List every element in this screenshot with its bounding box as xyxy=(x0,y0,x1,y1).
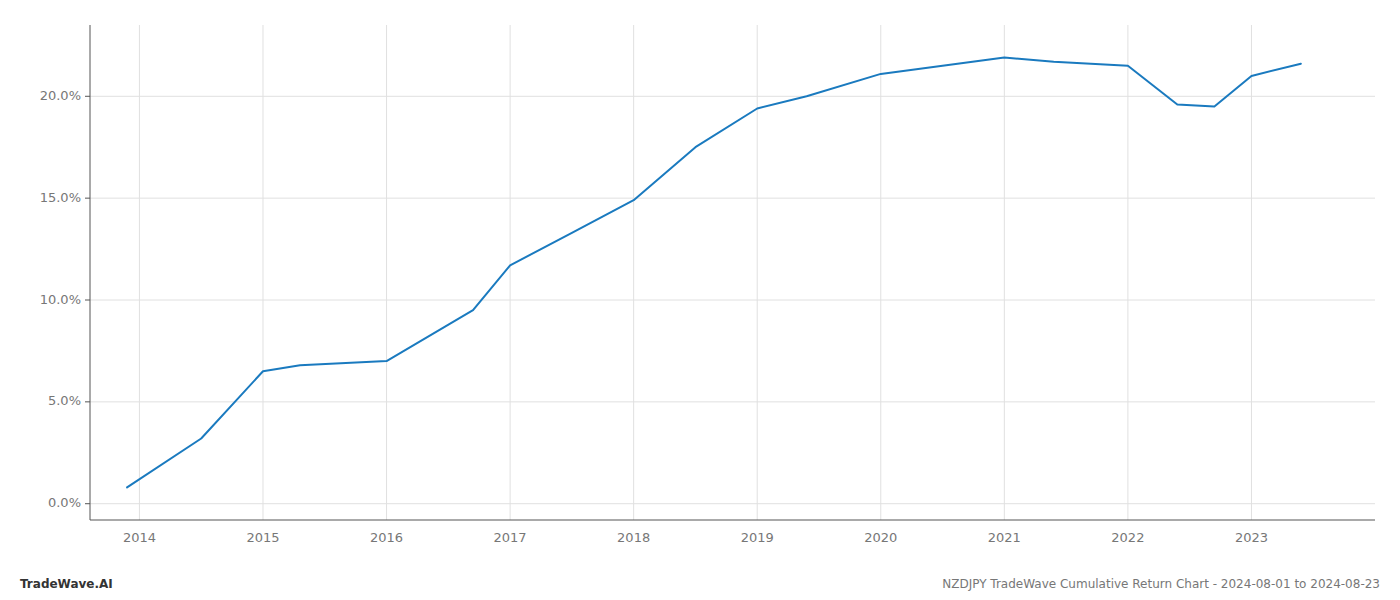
axes: 0.0% 5.0% 10.0% 15.0% 20.0% 2014 2015 2016 2017 2… xyxy=(40,25,1375,545)
x-tick-label: 2022 xyxy=(1111,530,1144,545)
y-axis-line xyxy=(90,25,91,520)
x-grid-line xyxy=(510,25,511,520)
x-grid-line xyxy=(262,25,263,520)
y-grid-line xyxy=(90,300,1375,301)
y-tick-label: 0.0% xyxy=(48,495,81,510)
footer-left: TradeWave.AI xyxy=(20,577,113,591)
y-tick-label: 15.0% xyxy=(40,190,81,205)
x-tick-label: 2018 xyxy=(617,530,650,545)
y-grid-line xyxy=(90,96,1375,97)
chart-svg: 0.0% 5.0% 10.0% 15.0% 20.0% 2014 2015 2016 2017 2… xyxy=(0,0,1400,600)
y-tick xyxy=(85,96,90,97)
grid xyxy=(90,25,1375,520)
y-tick xyxy=(85,401,90,402)
y-grid-line xyxy=(90,503,1375,504)
line-series xyxy=(127,58,1301,488)
x-axis-line xyxy=(90,520,1375,521)
x-grid-line xyxy=(1251,25,1252,520)
y-grid-line xyxy=(90,198,1375,199)
y-tick-label: 5.0% xyxy=(48,393,81,408)
x-grid-line xyxy=(1004,25,1005,520)
x-tick-label: 2019 xyxy=(741,530,774,545)
x-tick-label: 2014 xyxy=(123,530,156,545)
y-grid-line xyxy=(90,401,1375,402)
x-tick-label: 2017 xyxy=(494,530,527,545)
x-grid-line xyxy=(1127,25,1128,520)
x-tick-label: 2020 xyxy=(864,530,897,545)
y-tick-label: 10.0% xyxy=(40,292,81,307)
x-grid-line xyxy=(757,25,758,520)
y-tick-label: 20.0% xyxy=(40,88,81,103)
chart-container: 0.0% 5.0% 10.0% 15.0% 20.0% 2014 2015 2016 2017 2… xyxy=(0,0,1400,600)
x-grid-line xyxy=(880,25,881,520)
x-tick-label: 2021 xyxy=(988,530,1021,545)
x-tick-label: 2016 xyxy=(370,530,403,545)
x-grid-line xyxy=(386,25,387,520)
background xyxy=(0,0,1400,600)
x-grid-line xyxy=(139,25,140,520)
y-tick xyxy=(85,300,90,301)
y-tick xyxy=(85,198,90,199)
x-grid-line xyxy=(633,25,634,520)
footer-right: NZDJPY TradeWave Cumulative Return Chart… xyxy=(942,577,1380,591)
y-tick xyxy=(85,503,90,504)
x-tick-label: 2023 xyxy=(1235,530,1268,545)
plot-area xyxy=(127,58,1301,488)
x-tick-label: 2015 xyxy=(246,530,279,545)
